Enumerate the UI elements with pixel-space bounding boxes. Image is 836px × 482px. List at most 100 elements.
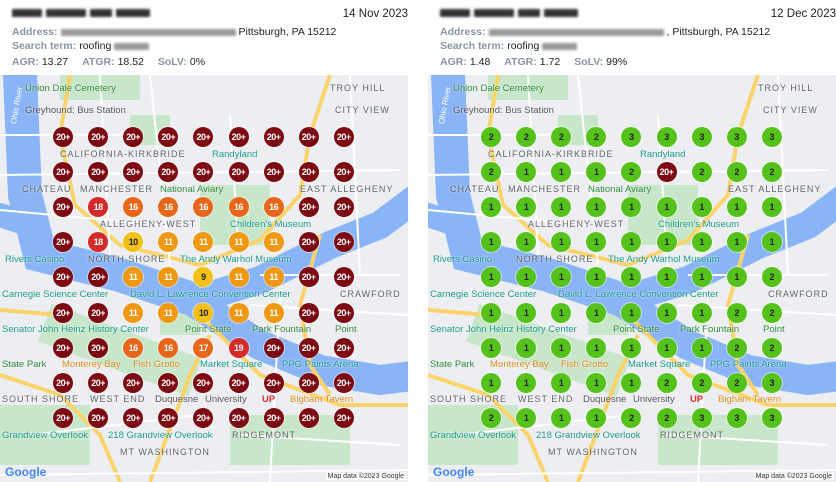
rank-marker[interactable]: 2 [761,302,782,323]
rank-marker[interactable]: 20+ [123,407,144,428]
rank-marker[interactable]: 1 [516,162,537,183]
rank-marker[interactable]: 1 [481,372,501,393]
rank-marker[interactable]: 1 [621,372,642,393]
rank-marker[interactable]: 3 [726,407,747,428]
rank-marker[interactable]: 2 [691,372,712,393]
rank-marker[interactable]: 1 [656,267,677,288]
rank-marker[interactable]: 3 [761,372,782,393]
rank-marker[interactable]: 1 [586,407,607,428]
rank-marker[interactable]: 20+ [333,267,354,288]
rank-marker[interactable]: 1 [621,267,642,288]
rank-marker[interactable]: 1 [516,197,537,218]
rank-marker[interactable]: 20+ [228,162,249,183]
rank-marker[interactable]: 3 [761,127,782,147]
rank-marker[interactable]: 1 [691,302,712,323]
rank-marker[interactable]: 1 [761,232,782,253]
rank-marker[interactable]: 2 [761,337,782,358]
rank-marker[interactable]: 19 [228,337,249,358]
rank-marker[interactable]: 20+ [123,127,144,147]
rank-marker[interactable]: 18 [88,232,109,253]
rank-marker[interactable]: 20+ [158,372,179,393]
rank-marker[interactable]: 20+ [298,267,319,288]
rank-marker[interactable]: 20+ [53,162,73,183]
rank-marker[interactable]: 1 [516,267,537,288]
rank-marker[interactable]: 20+ [298,197,319,218]
rank-marker[interactable]: 2 [481,162,501,183]
rank-marker[interactable]: 20+ [123,162,144,183]
rank-marker[interactable]: 16 [263,197,284,218]
rank-marker[interactable]: 20+ [333,162,354,183]
rank-marker[interactable]: 20+ [333,127,354,147]
rank-marker[interactable]: 20+ [333,337,354,358]
rank-marker[interactable]: 20+ [333,372,354,393]
rank-marker[interactable]: 20+ [298,337,319,358]
rank-marker[interactable]: 1 [551,267,572,288]
rank-marker[interactable]: 1 [656,337,677,358]
rank-marker[interactable]: 11 [158,232,179,253]
rank-marker[interactable]: 11 [263,232,284,253]
rank-marker[interactable]: 20+ [53,232,73,253]
rank-marker[interactable]: 20+ [193,162,214,183]
rank-marker[interactable]: 1 [586,197,607,218]
rank-marker[interactable]: 1 [691,197,712,218]
rank-marker[interactable]: 1 [726,232,747,253]
rank-marker[interactable]: 1 [516,407,537,428]
rank-marker[interactable]: 1 [586,372,607,393]
rank-marker[interactable]: 3 [656,127,677,147]
rank-marker[interactable]: 20+ [228,127,249,147]
rank-marker[interactable]: 2 [481,407,501,428]
rank-marker[interactable]: 1 [656,232,677,253]
rank-marker[interactable]: 1 [551,197,572,218]
rank-marker[interactable]: 20+ [88,337,109,358]
rank-marker[interactable]: 20+ [298,372,319,393]
rank-marker[interactable]: 1 [516,302,537,323]
rank-marker[interactable]: 3 [726,127,747,147]
rank-marker[interactable]: 11 [228,267,249,288]
rank-marker[interactable]: 2 [621,407,642,428]
rank-marker[interactable]: 20+ [53,302,73,323]
rank-marker[interactable]: 1 [481,337,501,358]
rank-marker[interactable]: 1 [586,337,607,358]
rank-marker[interactable]: 11 [228,232,249,253]
rank-marker[interactable]: 11 [158,267,179,288]
rank-marker[interactable]: 16 [158,197,179,218]
rank-marker[interactable]: 1 [726,197,747,218]
rank-marker[interactable]: 3 [691,127,712,147]
rank-marker[interactable]: 2 [726,302,747,323]
rank-marker[interactable]: 1 [481,302,501,323]
rank-marker[interactable]: 20+ [158,162,179,183]
rank-marker[interactable]: 2 [656,372,677,393]
rank-marker[interactable]: 2 [726,162,747,183]
rank-marker[interactable]: 1 [691,337,712,358]
rank-marker[interactable]: 20+ [333,232,354,253]
rank-marker[interactable]: 11 [193,232,214,253]
rank-marker[interactable]: 1 [621,197,642,218]
rank-marker[interactable]: 2 [656,407,677,428]
rank-marker[interactable]: 1 [761,197,782,218]
rank-marker[interactable]: 20+ [158,407,179,428]
rank-marker[interactable]: 20+ [263,372,284,393]
rank-marker[interactable]: 20+ [263,162,284,183]
rank-marker[interactable]: 11 [263,267,284,288]
rank-marker[interactable]: 1 [516,232,537,253]
rank-marker[interactable]: 2 [726,337,747,358]
rank-marker[interactable]: 20+ [88,127,109,147]
rank-marker[interactable]: 1 [691,267,712,288]
rank-marker[interactable]: 1 [621,302,642,323]
rank-marker[interactable]: 16 [123,197,144,218]
rank-marker[interactable]: 2 [481,127,501,147]
rank-marker[interactable]: 20+ [193,372,214,393]
rank-marker[interactable]: 1 [656,302,677,323]
rank-marker[interactable]: 1 [481,232,501,253]
rank-marker[interactable]: 1 [516,372,537,393]
rank-marker[interactable]: 20+ [263,127,284,147]
rank-marker[interactable]: 16 [193,197,214,218]
rank-marker[interactable]: 2 [726,372,747,393]
rank-marker[interactable]: 20+ [263,407,284,428]
rank-marker[interactable]: 20+ [263,337,284,358]
rank-marker[interactable]: 2 [516,127,537,147]
rank-marker[interactable]: 3 [691,407,712,428]
rank-marker[interactable]: 20+ [88,407,109,428]
rank-marker[interactable]: 1 [551,372,572,393]
rank-marker[interactable]: 20+ [53,267,73,288]
